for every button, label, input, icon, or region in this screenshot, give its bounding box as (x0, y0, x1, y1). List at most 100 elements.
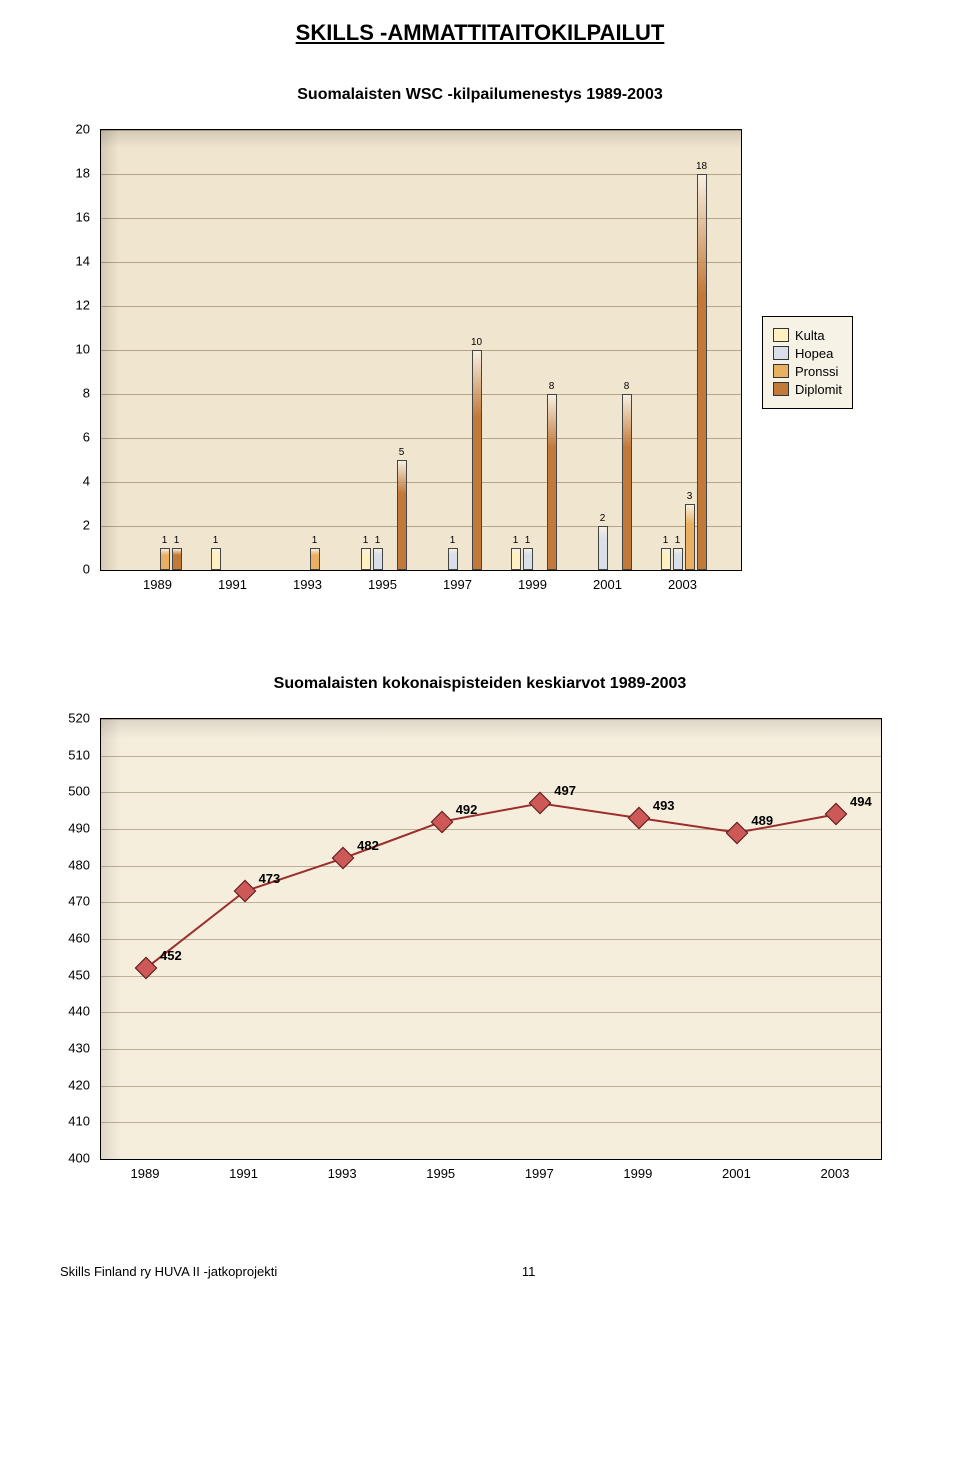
y-tick: 450 (68, 967, 90, 982)
y-tick: 430 (68, 1041, 90, 1056)
bar-y-axis: 02468101214161820 (66, 129, 96, 595)
x-tick: 1999 (623, 1166, 652, 1181)
legend-label: Diplomit (795, 382, 842, 397)
y-tick: 6 (83, 430, 90, 445)
marker-value-label: 492 (456, 802, 478, 817)
bar-value-label: 3 (687, 491, 693, 502)
marker-value-label: 473 (259, 871, 281, 886)
marker-value-label: 494 (850, 794, 872, 809)
bar: 1 (211, 548, 221, 570)
bar-value-label: 1 (525, 535, 531, 546)
page-title: SKILLS -AMMATTITAITOKILPAILUT (60, 20, 900, 46)
marker-value-label: 452 (160, 948, 182, 963)
y-tick: 4 (83, 474, 90, 489)
y-tick: 490 (68, 821, 90, 836)
bar: 1 (511, 548, 521, 570)
legend-swatch (773, 364, 789, 378)
x-tick: 1999 (518, 577, 547, 592)
x-tick: 2001 (593, 577, 622, 592)
y-tick: 20 (76, 122, 90, 137)
bar-value-label: 1 (450, 535, 456, 546)
legend-label: Hopea (795, 346, 833, 361)
legend-swatch (773, 382, 789, 396)
x-tick: 1997 (525, 1166, 554, 1181)
bar: 1 (673, 548, 683, 570)
y-tick: 520 (68, 711, 90, 726)
bar: 1 (160, 548, 170, 570)
x-tick: 1995 (426, 1166, 455, 1181)
bar: 18 (697, 174, 707, 570)
y-tick: 440 (68, 1004, 90, 1019)
line-plot-area: 452 473 482 492 497 493 489 494 (100, 718, 882, 1160)
bar-group: 110 (435, 350, 483, 570)
legend-swatch (773, 328, 789, 342)
bar: 1 (361, 548, 371, 570)
legend-label: Pronssi (795, 364, 838, 379)
bar: 1 (310, 548, 320, 570)
bar-group: 11318 (660, 174, 708, 570)
x-tick: 1989 (131, 1166, 160, 1181)
bar-value-label: 1 (312, 535, 318, 546)
bar-group: 115 (360, 460, 408, 570)
bar-group: 1 (285, 548, 333, 570)
bar-value-label: 1 (162, 535, 168, 546)
y-tick: 12 (76, 298, 90, 313)
y-tick: 18 (76, 166, 90, 181)
x-tick: 2001 (722, 1166, 751, 1181)
bar-group: 1 (210, 548, 258, 570)
bar: 8 (547, 394, 557, 570)
marker-value-label: 489 (751, 813, 773, 828)
legend-item: Kulta (773, 328, 842, 343)
legend-item: Hopea (773, 346, 842, 361)
footer-pagenum: 11 (522, 1264, 536, 1279)
y-tick: 16 (76, 210, 90, 225)
y-tick: 500 (68, 784, 90, 799)
bar-value-label: 5 (399, 447, 405, 458)
bar: 3 (685, 504, 695, 570)
bar: 1 (661, 548, 671, 570)
x-tick: 1993 (328, 1166, 357, 1181)
bar-group: 28 (585, 394, 633, 570)
y-tick: 400 (68, 1151, 90, 1166)
x-tick: 2003 (821, 1166, 850, 1181)
page-footer: Skills Finland ry HUVA II -jatkoprojekti… (60, 1264, 900, 1279)
bar-plot-area: 11111151101182811318 (100, 129, 742, 571)
bar: 1 (373, 548, 383, 570)
y-tick: 2 (83, 518, 90, 533)
y-tick: 0 (83, 562, 90, 577)
bar-group: 118 (510, 394, 558, 570)
y-tick: 420 (68, 1077, 90, 1092)
bar-value-label: 1 (513, 535, 519, 546)
marker-value-label: 482 (357, 838, 379, 853)
line-chart: Suomalaisten kokonaispisteiden keskiarvo… (60, 675, 900, 1184)
bar: 1 (523, 548, 533, 570)
footer-left: Skills Finland ry HUVA II -jatkoprojekti (60, 1264, 277, 1279)
x-tick: 1991 (229, 1166, 258, 1181)
bar-chart-title: Suomalaisten WSC -kilpailumenestys 1989-… (60, 86, 900, 104)
bar-value-label: 1 (663, 535, 669, 546)
bar: 8 (622, 394, 632, 570)
y-tick: 10 (76, 342, 90, 357)
bar-value-label: 2 (600, 513, 606, 524)
y-tick: 480 (68, 857, 90, 872)
bar: 1 (448, 548, 458, 570)
bar-value-label: 1 (363, 535, 369, 546)
y-tick: 470 (68, 894, 90, 909)
bar-value-label: 18 (696, 161, 707, 172)
bar-value-label: 8 (549, 381, 555, 392)
y-tick: 410 (68, 1114, 90, 1129)
y-tick: 14 (76, 254, 90, 269)
bar-x-axis: 19891991199319951997199920012003 (100, 571, 740, 595)
marker-value-label: 497 (554, 783, 576, 798)
x-tick: 1993 (293, 577, 322, 592)
legend-item: Pronssi (773, 364, 842, 379)
legend-swatch (773, 346, 789, 360)
bar: 5 (397, 460, 407, 570)
marker-value-label: 493 (653, 798, 675, 813)
bar-value-label: 1 (675, 535, 681, 546)
x-tick: 1989 (143, 577, 172, 592)
y-tick: 8 (83, 386, 90, 401)
legend-item: Diplomit (773, 382, 842, 397)
bar-value-label: 1 (174, 535, 180, 546)
x-tick: 1991 (218, 577, 247, 592)
